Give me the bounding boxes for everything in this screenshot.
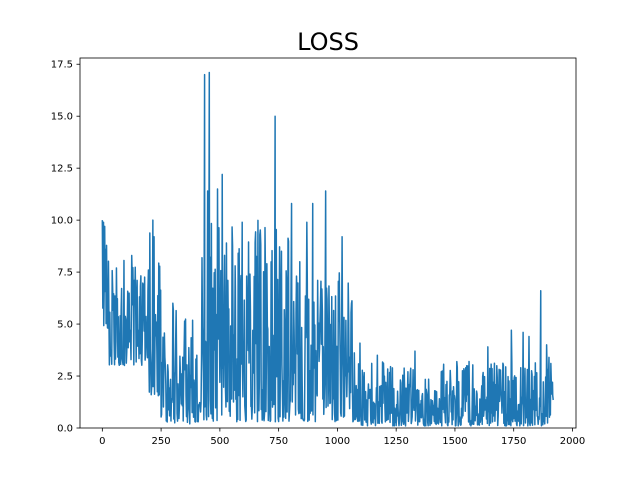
y-tick-label: 7.5 <box>57 268 73 279</box>
x-tick-label: 1750 <box>501 436 526 447</box>
y-tick-label: 17.5 <box>51 60 73 71</box>
y-tick-label: 10.0 <box>51 216 73 227</box>
loss-series-line <box>101 71 554 427</box>
chart-title: LOSS <box>297 28 359 56</box>
x-tick-label: 2000 <box>560 436 585 447</box>
y-axis: 0.0 2.5 5.0 7.5 10.0 12.5 15.0 17.5 <box>51 60 80 435</box>
x-tick-label: 1500 <box>442 436 467 447</box>
y-tick-label: 15.0 <box>51 112 73 123</box>
x-tick-label: 750 <box>269 436 288 447</box>
plot-area <box>101 71 554 427</box>
x-tick-label: 1250 <box>383 436 408 447</box>
x-axis: 0 250 500 750 1000 1250 1500 1750 2000 <box>99 428 585 447</box>
y-tick-label: 0.0 <box>57 424 73 435</box>
y-tick-label: 5.0 <box>57 320 73 331</box>
x-tick-label: 0 <box>99 436 105 447</box>
x-tick-label: 250 <box>152 436 171 447</box>
axes-frame <box>79 57 577 429</box>
y-tick-label: 12.5 <box>51 164 73 175</box>
y-tick-label: 2.5 <box>57 372 73 383</box>
x-tick-label: 500 <box>210 436 229 447</box>
x-tick-label: 1000 <box>325 436 350 447</box>
